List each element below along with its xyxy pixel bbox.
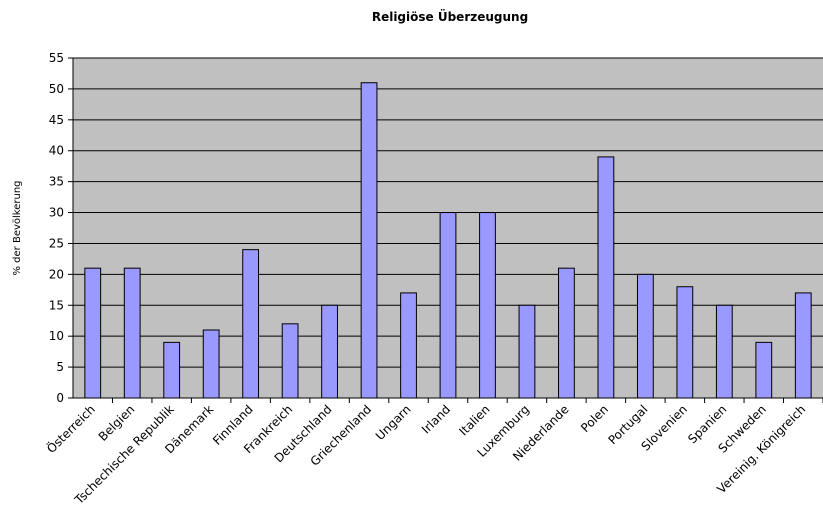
bar — [242, 249, 260, 399]
bar — [281, 323, 299, 399]
bar — [360, 82, 378, 399]
y-tick-label: 15 — [49, 298, 64, 312]
bar — [676, 286, 694, 399]
bar — [715, 304, 733, 399]
bar — [84, 267, 102, 399]
bar — [400, 292, 417, 399]
bar — [794, 292, 812, 399]
y-tick-label: 20 — [49, 267, 64, 281]
chart-title: Religiöse Überzeugung — [371, 10, 529, 24]
y-axis-label: % der Bevölkerung — [12, 180, 23, 275]
y-tick-label: 55 — [49, 51, 64, 65]
y-tick-label: 35 — [49, 175, 64, 189]
y-tick-label: 30 — [49, 206, 64, 220]
bar — [202, 329, 220, 399]
y-tick-label: 25 — [49, 236, 64, 250]
y-tick-label: 50 — [49, 82, 64, 96]
bar — [597, 156, 615, 399]
bar — [755, 341, 773, 399]
x-category-label: Ungarn — [373, 402, 414, 443]
x-category-label: Irland — [419, 402, 453, 436]
y-tick-label: 0 — [56, 391, 64, 405]
bar — [439, 212, 457, 399]
bar — [518, 304, 536, 399]
axes — [68, 57, 823, 403]
y-tick-label: 45 — [49, 113, 64, 127]
y-tick-label: 10 — [49, 329, 64, 343]
y-tick-label: 5 — [56, 360, 64, 374]
bar — [636, 273, 654, 399]
x-category-label: Österreich — [43, 401, 98, 456]
bar — [479, 212, 496, 399]
bar — [163, 341, 181, 399]
x-category-label: Polen — [578, 402, 611, 435]
x-category-label: Italien — [456, 402, 492, 438]
bar — [123, 267, 141, 399]
y-tick-label: 40 — [49, 144, 64, 158]
bar — [558, 267, 575, 399]
y-tick-labels: 0 5 10 15 20 25 30 35 40 45 50 55 — [49, 51, 64, 405]
bar — [321, 304, 338, 399]
bars — [84, 82, 812, 399]
